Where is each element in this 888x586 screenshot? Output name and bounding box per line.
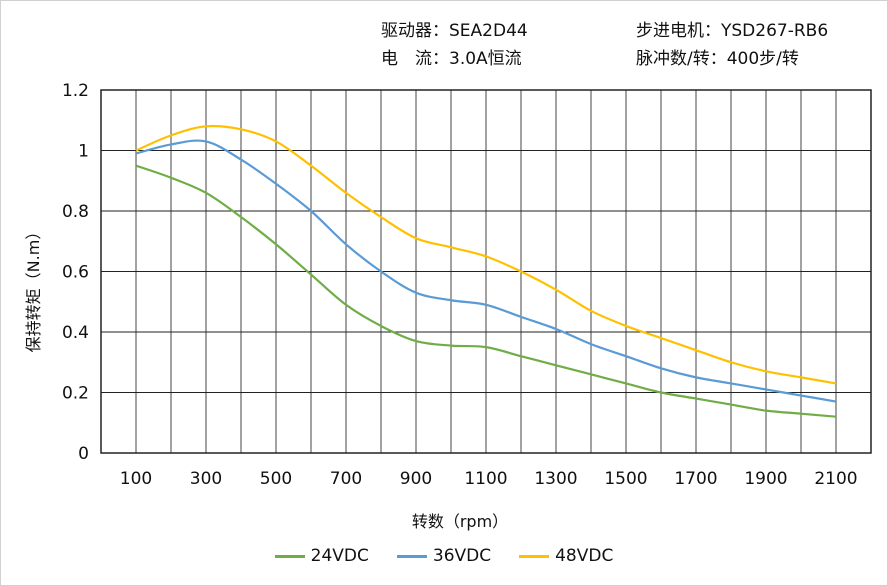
y-tick-label: 1.2 xyxy=(62,81,89,101)
legend-item: 24VDC xyxy=(274,546,369,566)
x-tick-label: 500 xyxy=(260,469,292,489)
x-tick-label: 900 xyxy=(400,469,432,489)
motor-info: 步进电机：YSD267-RB6 xyxy=(636,21,829,41)
series-line-36VDC xyxy=(135,139,837,403)
y-tick-label: 0.6 xyxy=(62,263,89,283)
legend-label: 24VDC xyxy=(310,546,369,566)
y-tick-label: 1 xyxy=(78,142,89,162)
driver-info: 驱动器：SEA2D44 xyxy=(381,21,528,41)
y-tick-label: 0.2 xyxy=(62,384,89,404)
legend: 24VDC 36VDC 48VDC xyxy=(0,546,888,566)
x-axis-label: 转数（rpm） xyxy=(411,512,509,531)
y-tick-label: 0.4 xyxy=(62,323,89,343)
x-tick-label: 1700 xyxy=(674,469,717,489)
current-info: 电 流：3.0A恒流 xyxy=(381,49,522,69)
legend-label: 36VDC xyxy=(432,546,492,566)
y-tick-label: 0.8 xyxy=(62,202,89,222)
x-tick-label: 100 xyxy=(120,469,152,489)
y-axis-label: 保持转矩（N.m） xyxy=(24,223,43,353)
x-tick-label: 700 xyxy=(330,469,362,489)
x-tick-label: 1900 xyxy=(744,469,787,489)
x-tick-label: 300 xyxy=(190,469,222,489)
legend-label: 48VDC xyxy=(555,546,614,566)
y-tick-label: 0 xyxy=(78,444,89,464)
x-tick-label: 2100 xyxy=(814,469,857,489)
pulses-info: 脉冲数/转：400步/转 xyxy=(636,49,799,69)
x-tick-label: 1500 xyxy=(604,469,647,489)
plot-area xyxy=(100,89,872,454)
series-line-48VDC xyxy=(135,124,837,385)
legend-item: 36VDC xyxy=(396,546,492,566)
legend-swatch xyxy=(519,554,550,558)
x-tick-label: 1100 xyxy=(464,469,507,489)
legend-swatch xyxy=(274,554,305,558)
legend-item: 48VDC xyxy=(519,546,613,566)
legend-swatch xyxy=(396,554,427,558)
x-tick-label: 1300 xyxy=(534,469,577,489)
series-line-24VDC xyxy=(135,164,837,418)
